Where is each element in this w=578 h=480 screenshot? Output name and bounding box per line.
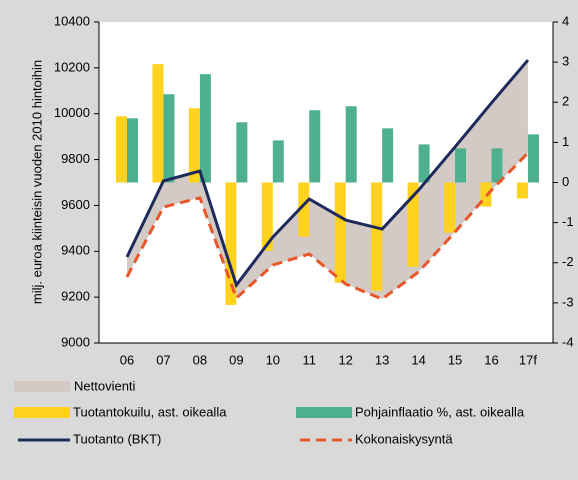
bar [334,182,346,283]
x-tick-label: 12 [338,352,352,367]
bar [444,182,456,233]
y-tick-label: 9200 [61,289,90,304]
y2-tick-label: -2 [562,254,574,269]
y2-tick-label: 0 [562,174,569,189]
x-tick-label: 11 [303,352,317,367]
y-tick-label: 10400 [54,13,90,28]
legend-label: Kokonaiskysyntä [355,431,453,446]
x-tick-label: 06 [120,352,134,367]
y2-tick-label: 1 [562,134,569,149]
bar [261,182,273,251]
legend-swatch [14,407,70,418]
y-axis-label: milj. euroa kiinteisin vuoden 2010 hinto… [29,60,44,304]
bar [382,128,394,183]
bar [127,118,138,183]
y-tick-label: 10200 [54,59,90,74]
y-tick-label: 9000 [61,334,90,349]
y-tick-label: 9400 [61,243,90,258]
net-export-area [127,60,528,299]
x-tick-label: 16 [484,352,498,367]
legend-label: Nettovienti [74,378,136,393]
x-tick-label: 10 [266,352,280,367]
bar [527,134,539,183]
y-tick-label: 9800 [61,151,90,166]
y-tick-label: 9600 [61,197,90,212]
y2-tick-label: 4 [562,13,569,28]
bar [163,94,175,183]
bar [188,108,200,183]
x-tick-label: 07 [156,352,170,367]
x-tick-label: 09 [229,352,243,367]
x-tick-label: 08 [193,352,207,367]
bar [152,64,164,183]
legend-label: Tuotantokuilu, ast. oikealla [73,404,227,419]
bar [116,116,127,183]
bar [236,122,248,183]
bar [491,148,503,183]
bar [298,182,310,237]
bar [345,106,357,183]
bar [272,140,284,183]
y-tick-label: 10000 [54,105,90,120]
bar [225,182,237,305]
x-tick-label: 14 [411,352,425,367]
bar [418,144,430,183]
y2-tick-label: 3 [562,54,569,69]
bar [407,182,419,267]
bar [199,74,211,183]
legend-label: Tuotanto (BKT) [73,431,161,446]
bar [371,182,383,291]
y2-tick-label: -1 [562,214,574,229]
bar [309,110,321,183]
y2-tick-label: -3 [562,294,574,309]
bar [516,182,528,199]
x-tick-label: 15 [448,352,462,367]
line [125,59,530,289]
y2-tick-label: 2 [562,94,569,109]
x-tick-label: 13 [375,352,389,367]
legend-swatch [296,407,352,418]
bar [455,148,467,183]
legend-swatch [14,381,70,392]
y2-tick-label: -4 [562,334,574,349]
line [125,151,530,301]
legend-label: Pohjainflaatio %, ast. oikealla [355,404,525,419]
x-tick-label: 17f [519,352,537,367]
